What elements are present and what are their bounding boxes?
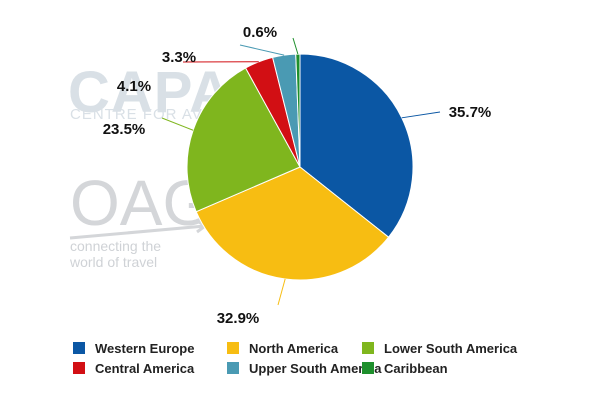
legend-swatch-upper-south-america: [227, 362, 239, 374]
data-label-lower-south-america: 23.5%: [103, 121, 146, 138]
legend-label-north-america: North America: [249, 341, 339, 356]
data-labels: 35.7% 32.9% 23.5% 4.1% 3.3% 0.6%: [103, 24, 492, 327]
leader-line-western-europe: [401, 111, 441, 119]
slice-north-america: [195, 166, 390, 281]
leader-line-upper-south-america: [239, 44, 285, 56]
legend: Western Europe North America Lower South A…: [73, 341, 518, 376]
pie-slices: [186, 53, 414, 281]
slice-lower-south-america: [186, 67, 301, 213]
legend-swatch-lower-south-america: [362, 342, 374, 354]
legend-label-upper-south-america: Upper South America: [249, 361, 382, 376]
leader-line-north-america: [277, 278, 286, 306]
legend-label-central-america: Central America: [95, 361, 195, 376]
legend-label-caribbean: Caribbean: [384, 361, 448, 376]
leader-line-caribbean: [292, 37, 299, 55]
slice-western-europe: [299, 53, 414, 238]
legend-swatch-caribbean: [362, 362, 374, 374]
leader-lines: [161, 37, 441, 306]
legend-swatch-north-america: [227, 342, 239, 354]
legend-swatch-western-europe: [73, 342, 85, 354]
oag-watermark-tagline-2: world of travel: [69, 254, 157, 270]
data-label-central-america: 4.1%: [117, 78, 151, 95]
data-label-upper-south-america: 3.3%: [162, 49, 196, 66]
oag-watermark-tagline-1: connecting the: [70, 238, 161, 254]
leader-line-lower-south-america: [161, 117, 194, 131]
data-label-caribbean: 0.6%: [243, 24, 277, 41]
legend-label-western-europe: Western Europe: [95, 341, 194, 356]
data-label-western-europe: 35.7%: [449, 104, 492, 121]
legend-label-lower-south-america: Lower South America: [384, 341, 518, 356]
data-label-north-america: 32.9%: [217, 310, 260, 327]
legend-swatch-central-america: [73, 362, 85, 374]
